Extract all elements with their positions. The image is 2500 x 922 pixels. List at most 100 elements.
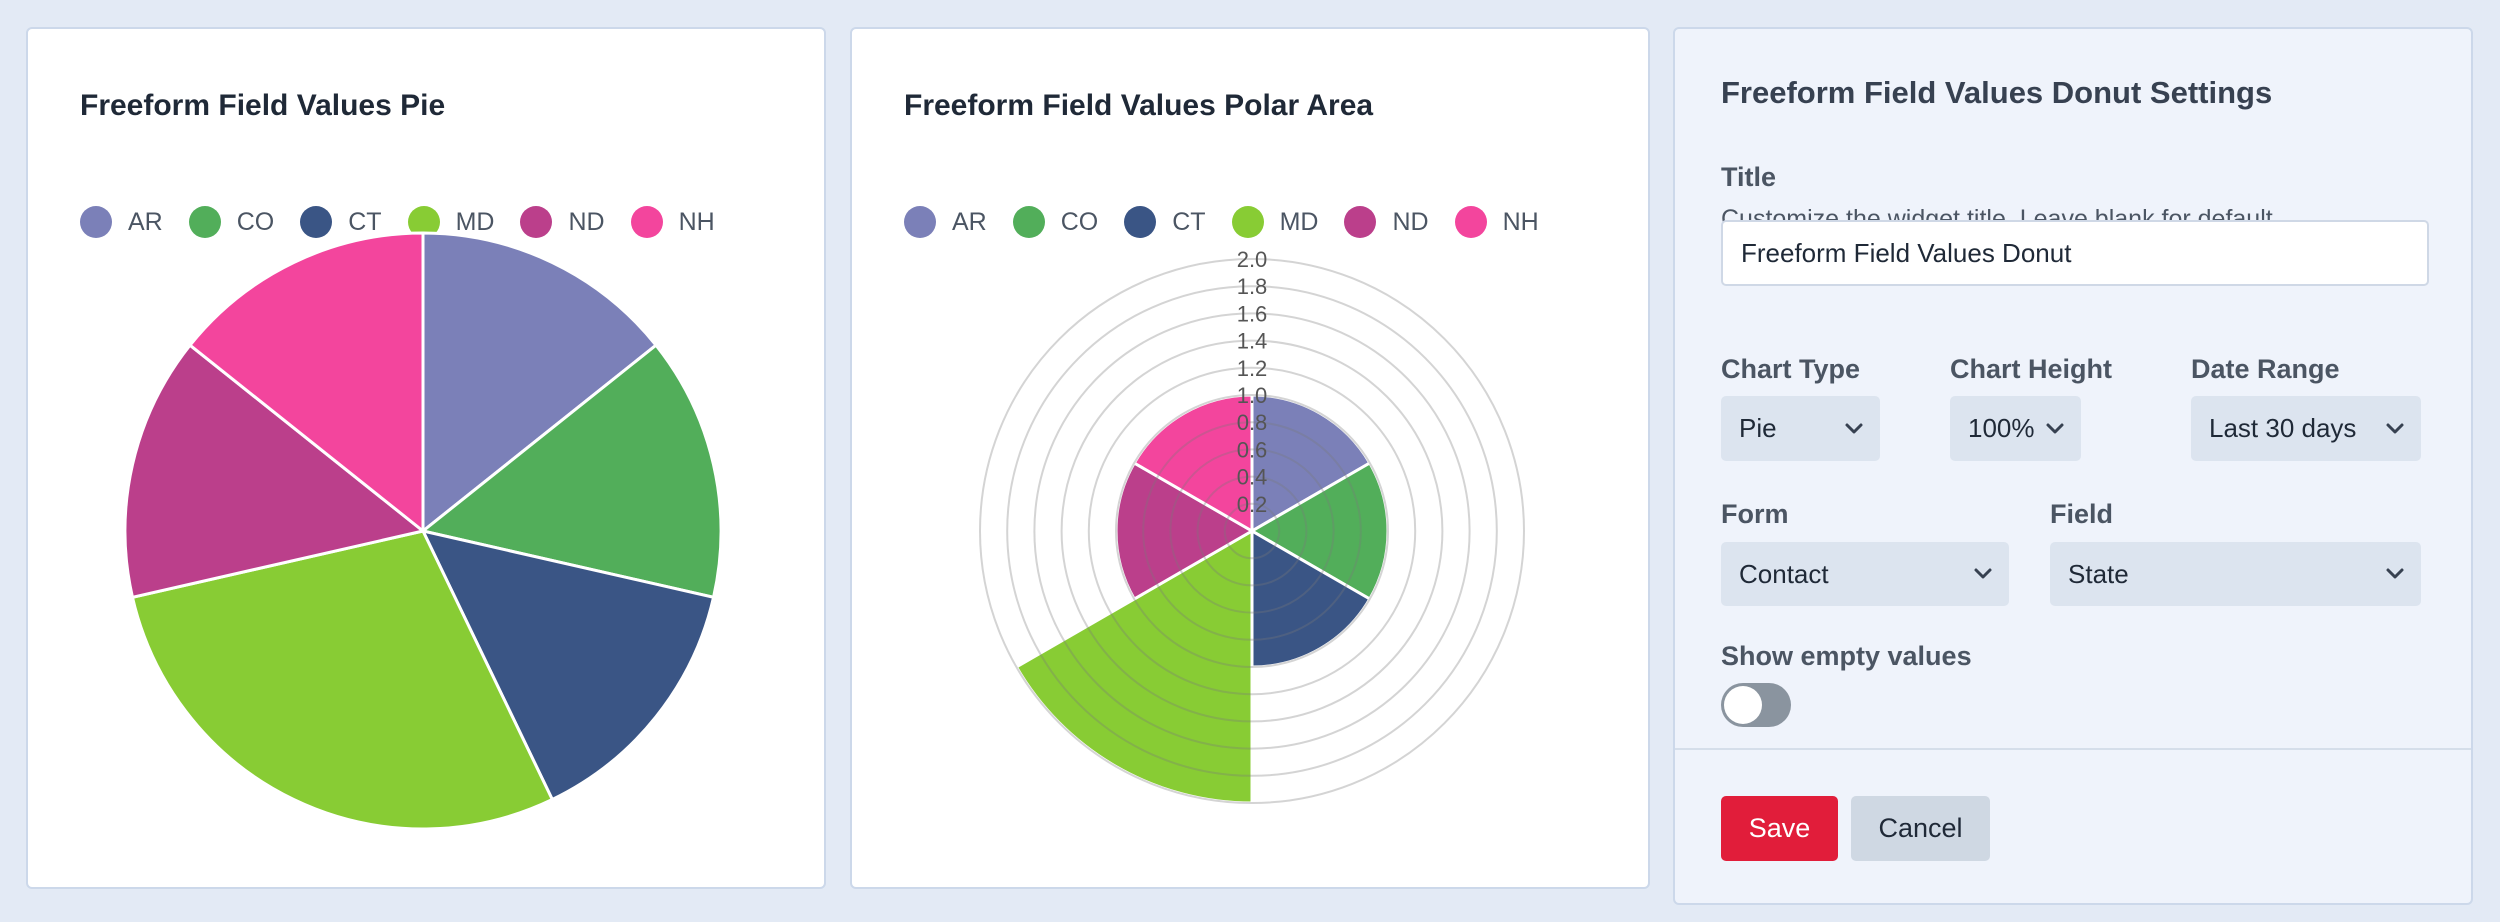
pie-widget-title: Freeform Field Values Pie: [80, 89, 446, 122]
legend-swatch: [1344, 206, 1377, 238]
date-range-select[interactable]: Last 30 days: [2191, 396, 2421, 461]
polar-grid-ring: [1169, 448, 1335, 614]
polar-tick-label: 1.0: [1237, 383, 1268, 408]
legend-item-ar[interactable]: AR: [80, 206, 163, 238]
polar-grid-ring: [1196, 475, 1308, 587]
legend-label: MD: [455, 207, 495, 236]
pie-slice-co[interactable]: [419, 343, 723, 600]
pie-slice-md[interactable]: [130, 529, 555, 831]
toggle-knob: [1724, 686, 1762, 724]
legend-swatch: [1012, 206, 1045, 238]
polar-tick-label: 1.6: [1237, 301, 1268, 326]
legend-label: AR: [952, 207, 987, 236]
polar-grid-ring: [1087, 366, 1417, 696]
legend-item-ct[interactable]: CT: [300, 206, 382, 238]
legend-item-co[interactable]: CO: [188, 206, 275, 238]
chart-type-select[interactable]: Pie: [1721, 396, 1880, 461]
legend-item-md[interactable]: MD: [1231, 206, 1319, 238]
field-value: State: [2068, 558, 2129, 589]
show-empty-values-toggle[interactable]: [1721, 683, 1791, 727]
chevron-down-icon: [1974, 568, 1992, 579]
polar-widget-card: Freeform Field Values Polar Area AR CO CT M…: [850, 27, 1650, 889]
legend-label: CT: [1172, 207, 1206, 236]
date-range-label: Date Range: [2191, 354, 2340, 384]
legend-swatch: [520, 206, 553, 238]
legend-item-nd[interactable]: ND: [1344, 206, 1429, 238]
polar-segment-ar[interactable]: [1250, 393, 1372, 534]
form-label: Form: [1721, 499, 1789, 529]
form-select[interactable]: Contact: [1721, 542, 2009, 606]
legend-label: MD: [1279, 207, 1319, 236]
title-label: Title: [1721, 162, 1777, 192]
cancel-button[interactable]: Cancel: [1851, 796, 1990, 861]
legend-swatch: [1124, 206, 1157, 238]
chart-height-value: 100%: [1968, 413, 2035, 443]
pie-slice-ct[interactable]: [420, 528, 716, 802]
polar-grid-ring: [1060, 339, 1444, 723]
polar-grid-ring: [1115, 394, 1389, 668]
legend-swatch: [1454, 206, 1487, 238]
pie-slice-ar[interactable]: [421, 231, 659, 535]
chart-type-label: Chart Type: [1721, 354, 1861, 384]
polar-tick-label: 0.6: [1237, 437, 1268, 462]
legend-item-nh[interactable]: NH: [630, 206, 715, 238]
chevron-down-icon: [2386, 568, 2404, 579]
polar-tick-label: 1.4: [1237, 329, 1268, 354]
legend-swatch: [630, 206, 663, 238]
polar-segment-nd[interactable]: [1114, 460, 1255, 602]
legend-swatch: [1231, 206, 1264, 238]
polar-grid-ring: [1006, 285, 1498, 777]
legend-item-ct[interactable]: CT: [1124, 206, 1206, 238]
polar-segment-co[interactable]: [1249, 460, 1390, 602]
chevron-down-icon: [2386, 423, 2404, 433]
legend-item-ar[interactable]: AR: [904, 206, 987, 238]
polar-grid-ring: [1033, 312, 1471, 750]
pie-slice-nh[interactable]: [187, 231, 425, 535]
legend-swatch: [188, 206, 221, 238]
legend-label: AR: [128, 207, 163, 236]
chevron-down-icon: [1845, 423, 1863, 433]
polar-grid-ring: [979, 258, 1525, 804]
legend-label: NH: [678, 207, 715, 236]
legend-swatch: [80, 206, 112, 238]
legend-label: CO: [1060, 207, 1099, 236]
polar-tick-label: 0.2: [1237, 492, 1268, 517]
polar-area-chart: 0.20.4 0.60.81.01.21.4 1.61.82.0: [979, 247, 1525, 805]
polar-segment-md[interactable]: [1014, 528, 1254, 805]
chart-height-select[interactable]: 100%: [1950, 396, 2081, 461]
legend-item-nd[interactable]: ND: [520, 206, 605, 238]
polar-tick-label: 0.8: [1237, 410, 1268, 435]
settings-title: Freeform Field Values Donut Settings: [1721, 75, 2273, 110]
polar-grid-ring: [1142, 421, 1362, 641]
save-button[interactable]: Save: [1721, 796, 1838, 861]
polar-legend: AR CO CT MD ND NH: [904, 202, 1565, 242]
widget-settings-panel: Freeform Field Values Donut Settings Tit…: [1673, 27, 2473, 905]
settings-divider: [1675, 748, 2471, 750]
pie-widget-card: Freeform Field Values Pie AR CO CT MD ND NH: [26, 27, 826, 889]
polar-segment-nh[interactable]: [1132, 393, 1254, 534]
show-empty-values-label: Show empty values: [1721, 641, 1972, 671]
legend-item-co[interactable]: CO: [1012, 206, 1099, 238]
legend-item-nh[interactable]: NH: [1454, 206, 1539, 238]
legend-swatch: [300, 206, 333, 238]
field-select[interactable]: State: [2050, 542, 2421, 606]
legend-label: ND: [568, 207, 605, 236]
polar-widget-title: Freeform Field Values Polar Area: [904, 89, 1374, 122]
pie-slice-nd[interactable]: [123, 343, 427, 600]
legend-label: CO: [236, 207, 275, 236]
polar-grid-ring: [1223, 502, 1281, 560]
chevron-down-icon: [2046, 423, 2064, 433]
legend-label: NH: [1502, 207, 1539, 236]
chart-type-value: Pie: [1739, 413, 1777, 443]
field-label: Field: [2050, 499, 2114, 529]
date-range-value: Last 30 days: [2209, 413, 2357, 443]
polar-tick-label: 2.0: [1237, 247, 1268, 272]
legend-label: CT: [348, 207, 382, 236]
polar-segment-ct[interactable]: [1250, 528, 1372, 669]
form-value: Contact: [1739, 558, 1829, 589]
polar-tick-label: 1.8: [1237, 274, 1268, 299]
legend-swatch: [904, 206, 936, 238]
legend-label: ND: [1392, 207, 1429, 236]
title-input[interactable]: [1721, 220, 2429, 286]
polar-tick-label: 1.2: [1237, 356, 1268, 381]
